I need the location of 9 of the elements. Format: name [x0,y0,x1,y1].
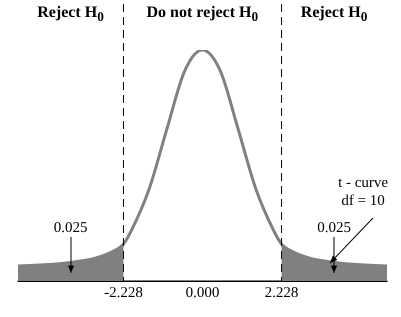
text: Reject H$_{0}$ [300,4,368,26]
x-tick-label: 2.228 [264,284,298,301]
annotation: 0.025 [54,219,88,237]
annotation: t - curve df = 10 [338,174,388,210]
text: Do not reject H$_{0}$ [146,4,258,26]
text: Reject H$_{0}$ [37,4,104,26]
x-tick-label: 0.000 [186,284,220,301]
x-tick-label: -2.228 [104,284,143,301]
annotation: 0.025 [317,219,352,237]
